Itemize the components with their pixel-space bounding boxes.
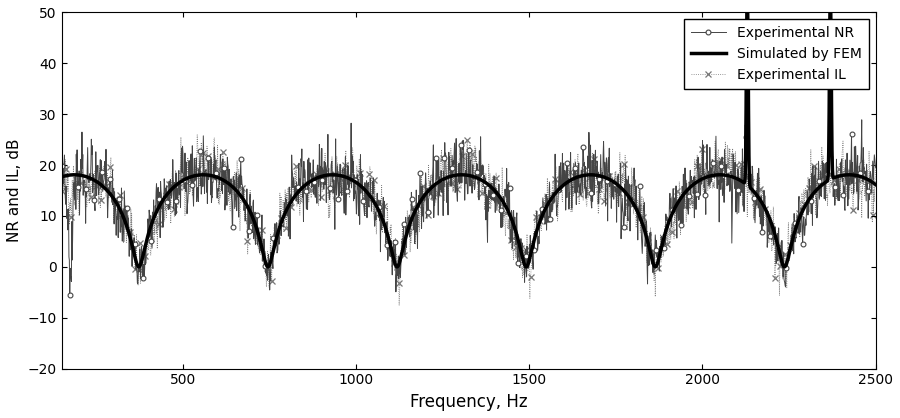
Simulated by FEM [430, 181, 441, 186]
Experimental NR [98, 179, 109, 184]
Experimental NR [847, 160, 858, 165]
Experimental IL [192, 133, 202, 138]
Experimental NR [698, 173, 708, 178]
Simulated by FEM [98, 184, 109, 189]
Y-axis label: NR and IL, dB: NR and IL, dB [7, 139, 22, 242]
Experimental IL [698, 186, 708, 191]
Experimental NR [56, 163, 67, 168]
Experimental NR [848, 172, 859, 177]
Simulated by FEM [452, 173, 463, 178]
Simulated by FEM [848, 173, 859, 178]
Experimental IL [98, 163, 109, 168]
Experimental IL [848, 203, 859, 208]
Simulated by FEM [870, 182, 881, 187]
Line: Experimental IL: Experimental IL [58, 132, 878, 308]
Experimental NR [431, 155, 442, 161]
Legend: Experimental NR, Simulated by FEM, Experimental IL: Experimental NR, Simulated by FEM, Exper… [684, 19, 868, 89]
Experimental IL [56, 189, 67, 194]
Simulated by FEM [742, 10, 752, 15]
Simulated by FEM [56, 174, 67, 179]
Simulated by FEM [521, 264, 532, 269]
Experimental IL [870, 162, 881, 167]
Simulated by FEM [698, 176, 708, 181]
Line: Simulated by FEM: Simulated by FEM [61, 13, 876, 267]
Experimental NR [65, 292, 76, 297]
X-axis label: Frequency, Hz: Frequency, Hz [410, 393, 527, 411]
Experimental IL [453, 162, 464, 167]
Experimental NR [453, 179, 464, 184]
Experimental IL [847, 189, 858, 194]
Experimental IL [431, 186, 442, 191]
Line: Experimental NR: Experimental NR [59, 10, 878, 297]
Experimental NR [870, 165, 881, 170]
Experimental NR [742, 10, 753, 15]
Experimental IL [394, 303, 405, 308]
Simulated by FEM [847, 172, 858, 177]
